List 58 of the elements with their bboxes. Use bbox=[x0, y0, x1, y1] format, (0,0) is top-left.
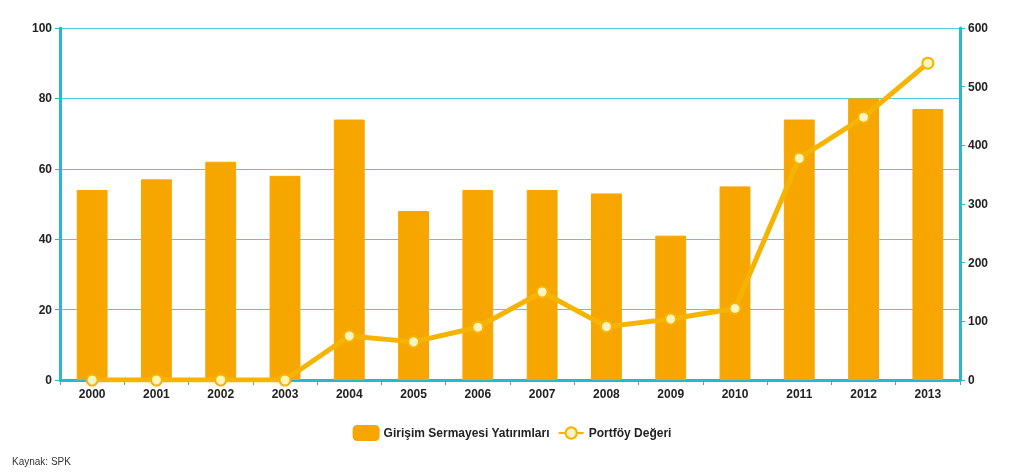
y-tick-label: 0 bbox=[45, 373, 53, 387]
x-tick-label: 2011 bbox=[786, 387, 813, 401]
x-tick-label: 2003 bbox=[271, 387, 299, 401]
bar bbox=[591, 193, 622, 380]
y2-tick-label: 200 bbox=[968, 255, 989, 270]
x-tick-label: 2005 bbox=[400, 387, 428, 401]
y2-tick-label: 500 bbox=[968, 79, 989, 94]
bar bbox=[848, 98, 879, 380]
legend-label: Portföy Değeri bbox=[588, 426, 672, 440]
bar bbox=[655, 235, 687, 380]
x-tick-label: 2006 bbox=[464, 387, 492, 401]
point bbox=[728, 301, 742, 315]
y-tick-label: 80 bbox=[38, 91, 53, 106]
y-tick-label: 60 bbox=[38, 161, 53, 176]
point bbox=[664, 312, 678, 326]
x-tick-label: 2007 bbox=[528, 387, 556, 401]
y2-tick-label: 300 bbox=[968, 197, 989, 211]
point bbox=[535, 285, 549, 299]
y-tick-label: 20 bbox=[38, 302, 53, 317]
y-tick-label: 40 bbox=[38, 232, 53, 247]
y2-tick-label: 100 bbox=[968, 314, 989, 329]
bar bbox=[719, 186, 751, 380]
bar bbox=[269, 175, 301, 380]
y2-tick-label: 600 bbox=[968, 21, 989, 35]
bar bbox=[783, 119, 815, 380]
bar bbox=[205, 161, 237, 380]
x-tick-label: 2010 bbox=[721, 387, 749, 401]
bar bbox=[76, 189, 108, 380]
y-tick-label: 100 bbox=[31, 21, 53, 35]
point bbox=[278, 373, 292, 387]
x-tick-label: 2013 bbox=[914, 387, 942, 401]
bar bbox=[141, 179, 172, 380]
y2-tick-label: 400 bbox=[968, 138, 989, 153]
x-tick-label: 2009 bbox=[657, 387, 685, 401]
point bbox=[342, 329, 356, 343]
x-tick-label: 2000 bbox=[78, 387, 106, 401]
bar bbox=[462, 189, 494, 380]
bar bbox=[526, 189, 558, 380]
point bbox=[792, 151, 806, 165]
y2-tick-label: 0 bbox=[968, 373, 975, 387]
point bbox=[857, 110, 871, 124]
point bbox=[407, 335, 421, 349]
legend-label: Girişim Sermayesi Yatırımları bbox=[383, 426, 550, 440]
bar bbox=[398, 211, 429, 380]
point bbox=[599, 320, 613, 334]
point bbox=[921, 56, 935, 70]
bar bbox=[912, 108, 944, 380]
x-tick-label: 2001 bbox=[143, 387, 171, 401]
bar bbox=[333, 119, 365, 380]
point bbox=[149, 373, 163, 387]
point bbox=[214, 373, 228, 387]
point bbox=[471, 320, 485, 334]
text: Kaynak: SPK bbox=[12, 455, 72, 467]
x-tick-label: 2002 bbox=[207, 387, 235, 401]
x-tick-label: 2004 bbox=[335, 387, 363, 401]
point bbox=[85, 373, 99, 387]
x-tick-label: 2008 bbox=[593, 387, 621, 401]
x-tick-label: 2012 bbox=[850, 387, 878, 401]
